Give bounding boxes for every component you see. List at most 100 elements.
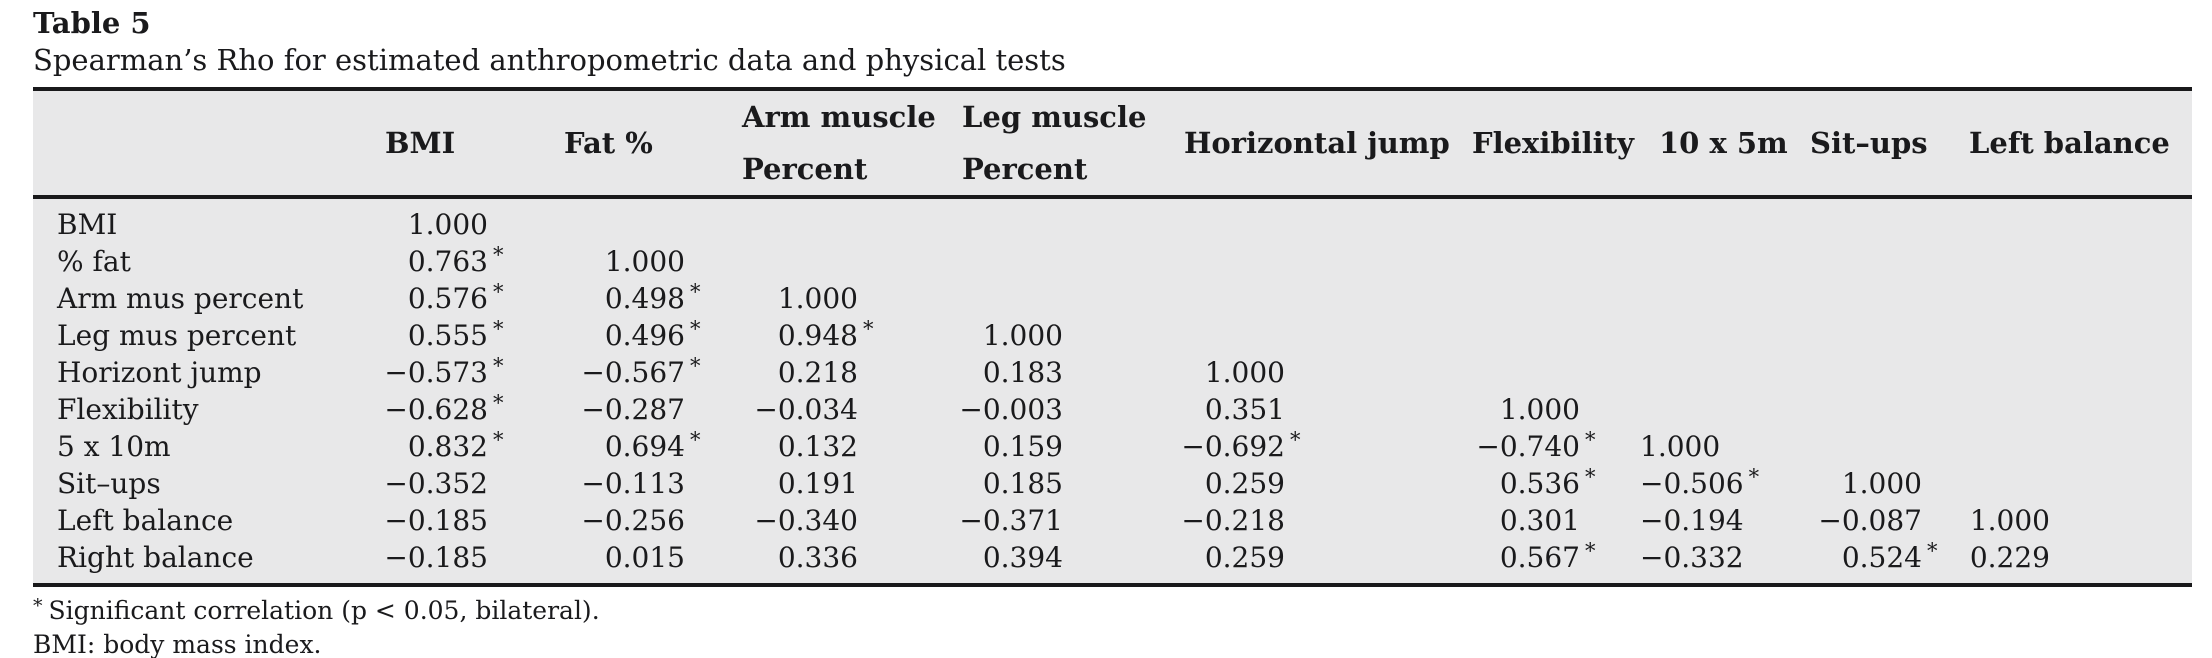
value-cell: 0.015: [515, 539, 715, 585]
value-cell: −0.287: [515, 391, 715, 428]
correlation-value: 0.259: [1204, 467, 1285, 500]
correlation-value: −0.573: [384, 356, 488, 389]
significance-star: *: [1748, 465, 1760, 489]
correlation-value: 0.763: [407, 245, 488, 278]
empty-cell: [1640, 354, 1745, 391]
column-header-line: BMI: [385, 126, 456, 160]
significance-star: *: [863, 317, 874, 341]
value-cell: −0.628 *: [380, 391, 515, 428]
empty-cell: [895, 197, 1100, 243]
correlation-value: 1.000: [1841, 467, 1922, 500]
empty-cell: [1320, 197, 1640, 243]
correlation-value: 0.191: [777, 467, 858, 500]
value-cell: 0.496 *: [515, 317, 715, 354]
column-header-line: Sit–ups: [1810, 126, 1928, 160]
value-cell: 0.159: [895, 428, 1100, 465]
empty-cell: [1320, 354, 1640, 391]
correlation-value: 0.185: [982, 467, 1063, 500]
table-body: BMI 1.000% fat 0.763 * 1.000 Arm mus percent 0…: [33, 197, 2192, 585]
value-cell: −0.567 *: [515, 354, 715, 391]
correlation-value: 0.159: [982, 430, 1063, 463]
table-row-sit-ups: Sit–ups −0.352 −0.113 0.191 0.185 0.259 0.536 *…: [33, 465, 2192, 502]
column-header-line: Percent: [742, 152, 868, 186]
empty-cell: [1320, 280, 1640, 317]
correlation-value: 0.132: [777, 430, 858, 463]
correlation-value: 1.000: [982, 319, 1063, 352]
value-cell: 0.185: [895, 465, 1100, 502]
empty-cell: [1745, 243, 1950, 280]
table-row-leg-mus-percent: Leg mus percent 0.555 * 0.496 * 0.948 * 1.000: [33, 317, 2192, 354]
empty-cell: [1745, 280, 1950, 317]
significance-star: *: [493, 354, 504, 378]
correlation-value: 0.496: [604, 319, 685, 352]
value-cell: −0.371: [895, 502, 1100, 539]
correlation-value: 1.000: [1969, 504, 2050, 537]
value-cell: 1.000: [715, 280, 895, 317]
correlation-value: 0.536: [1499, 467, 1580, 500]
column-header-10-x-5m: 10 x 5m: [1640, 89, 1788, 199]
value-cell: 0.498 *: [515, 280, 715, 317]
correlation-value: 0.301: [1499, 504, 1580, 537]
value-cell: 0.536 *: [1320, 465, 1640, 502]
value-cell: −0.352: [380, 465, 515, 502]
value-cell: 0.132: [715, 428, 895, 465]
correlation-value: −0.567: [581, 356, 685, 389]
empty-cell: [1950, 391, 2192, 428]
column-header-line: Fat %: [564, 126, 653, 160]
correlation-value: 0.832: [407, 430, 488, 463]
empty-cell: [1745, 317, 1950, 354]
correlation-value: 1.000: [407, 208, 488, 241]
correlation-value: 0.576: [407, 282, 488, 315]
correlation-value: 0.948: [777, 319, 858, 352]
column-header-line: 10 x 5m: [1659, 126, 1788, 160]
value-cell: 0.229: [1950, 539, 2192, 585]
empty-cell: [1745, 354, 1950, 391]
significance-star-marker: *: [33, 595, 43, 617]
correlation-value: 0.218: [777, 356, 858, 389]
empty-cell: [1100, 243, 1320, 280]
row-label: Leg mus percent: [57, 319, 297, 352]
significance-star: *: [493, 280, 504, 304]
value-cell: −0.034: [715, 391, 895, 428]
column-header-line: Leg muscle: [962, 100, 1147, 134]
row-label: Right balance: [57, 541, 254, 574]
significance-star: *: [493, 317, 504, 341]
correlation-value: 0.498: [604, 282, 685, 315]
correlation-value: 0.229: [1969, 541, 2050, 574]
significance-star: *: [1290, 428, 1301, 452]
column-header-line: Percent: [962, 152, 1088, 186]
footnotes: * Significant correlation (p < 0.05, bila…: [33, 595, 2212, 658]
significance-star: *: [1585, 539, 1596, 563]
empty-cell: [1950, 280, 2192, 317]
value-cell: 1.000: [895, 317, 1100, 354]
empty-cell: [1640, 197, 1745, 243]
value-cell: 0.259: [1100, 539, 1320, 585]
empty-cell: [1640, 280, 1745, 317]
table-row-left-balance: Left balance −0.185 −0.256 −0.340 −0.371 −0.2…: [33, 502, 2192, 539]
correlation-value: 1.000: [777, 282, 858, 315]
correlation-value: 1.000: [604, 245, 685, 278]
correlation-value: −0.256: [581, 504, 685, 537]
table-row-fat: % fat 0.763 * 1.000: [33, 243, 2192, 280]
empty-cell: [1950, 354, 2192, 391]
value-cell: 0.218: [715, 354, 895, 391]
empty-cell: [895, 280, 1100, 317]
empty-cell: [1950, 243, 2192, 280]
table-row-horizont-jump: Horizont jump −0.573 * −0.567 * 0.218 0.183 1.0…: [33, 354, 2192, 391]
value-cell: 0.336: [715, 539, 895, 585]
footnote-bmi: BMI: body mass index.: [33, 629, 2212, 658]
empty-cell: [1640, 391, 1745, 428]
value-cell: −0.003: [895, 391, 1100, 428]
column-header-sit-ups: Sit–ups: [1745, 89, 1950, 199]
correlation-value: −0.740: [1476, 430, 1580, 463]
correlation-value: −0.034: [754, 393, 858, 426]
correlation-value: −0.340: [754, 504, 858, 537]
column-header-line: Horizontal jump: [1184, 126, 1450, 160]
correlation-value: −0.113: [581, 467, 685, 500]
correlation-value: 0.336: [777, 541, 858, 574]
value-cell: 0.301: [1320, 502, 1640, 539]
table-row-flexibility: Flexibility −0.628 * −0.287 −0.034 −0.003 0.35…: [33, 391, 2192, 428]
empty-cell: [1950, 197, 2192, 243]
correlation-value: 1.000: [1640, 430, 1721, 463]
